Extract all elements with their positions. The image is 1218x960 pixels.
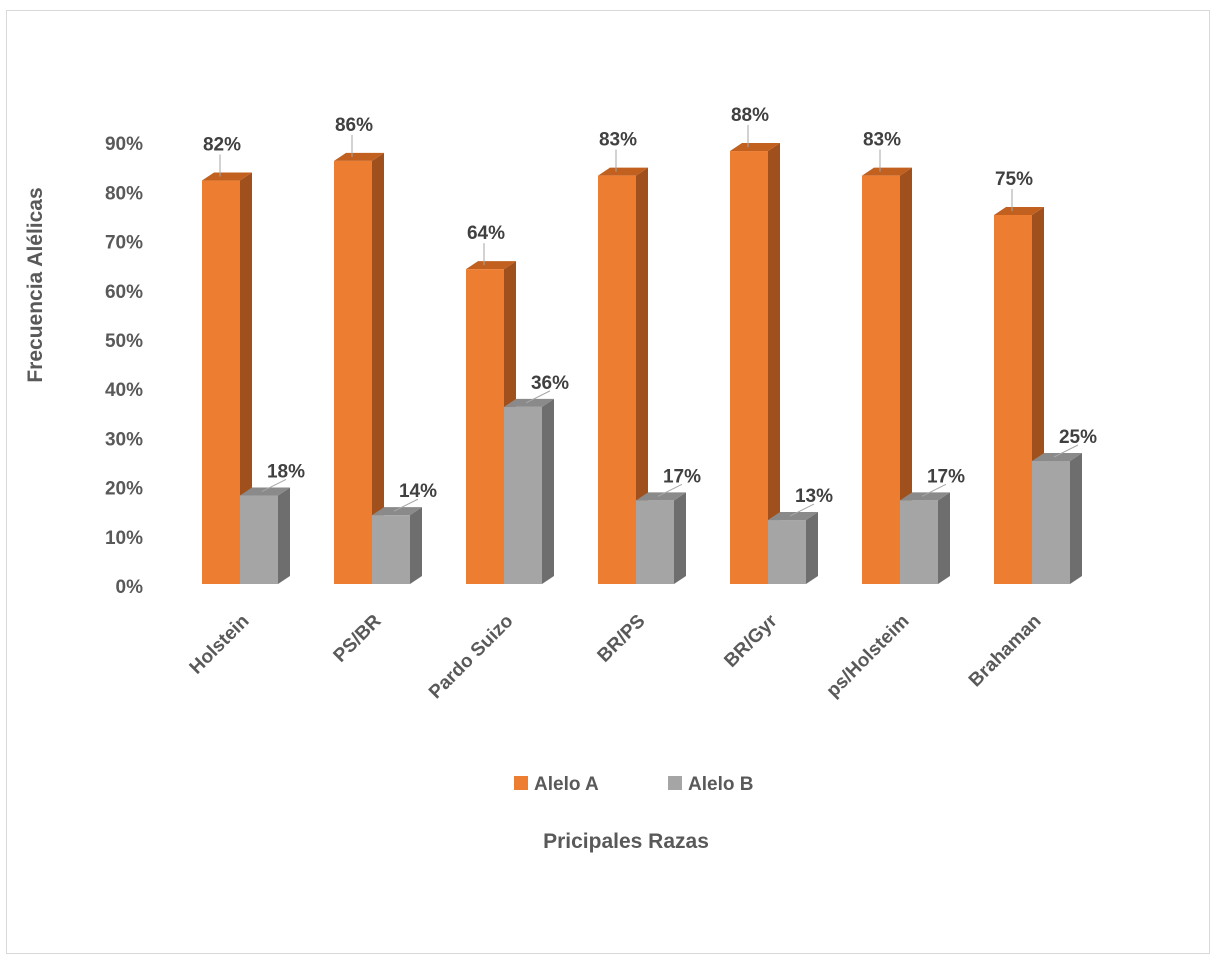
data-label: 83% — [599, 130, 637, 151]
bar — [504, 406, 542, 584]
leader-line — [525, 390, 551, 404]
legend-swatch — [514, 776, 528, 790]
bar — [334, 160, 372, 584]
y-tick-label: 40% — [105, 380, 143, 401]
x-category-label: Holstein — [186, 611, 254, 679]
bar — [598, 175, 636, 584]
y-tick-label: 60% — [105, 282, 143, 303]
bar-side — [674, 492, 686, 584]
bar-top — [900, 492, 950, 501]
bar — [636, 500, 674, 584]
y-tick-label: 10% — [105, 528, 143, 549]
x-axis-title: Pricipales Razas — [543, 830, 709, 853]
y-tick-label: 70% — [105, 233, 143, 254]
y-tick-label: 80% — [105, 183, 143, 204]
data-label: 14% — [399, 481, 437, 502]
y-tick-label: 50% — [105, 331, 143, 352]
bar-side — [938, 492, 950, 584]
bars — [202, 143, 1082, 585]
data-label: 17% — [663, 466, 701, 487]
legend-label: Alelo B — [688, 774, 753, 795]
data-label: 13% — [795, 486, 833, 507]
bar-top — [240, 487, 290, 496]
bar-top — [372, 507, 422, 516]
bar-side — [278, 487, 290, 584]
y-axis-ticks: 0% 10% 20% 30% 40% 50% 60% 70% 80% 90% — [105, 134, 143, 598]
y-tick-label: 0% — [116, 577, 144, 598]
legend-swatch — [668, 776, 682, 790]
bar-side — [240, 172, 252, 584]
x-category-label: BR/PS — [594, 611, 650, 667]
leader-line — [261, 478, 287, 492]
bar-side — [768, 143, 780, 585]
bar — [466, 269, 504, 584]
bar-top — [598, 167, 648, 176]
bar-top — [466, 261, 516, 270]
bar — [372, 515, 410, 584]
bar-top — [768, 512, 818, 521]
bar — [240, 495, 278, 584]
y-tick-label: 90% — [105, 134, 143, 155]
data-label: 18% — [267, 461, 305, 482]
leader-line — [921, 483, 947, 497]
bar-top — [504, 398, 554, 407]
bar — [768, 520, 806, 584]
bar-side — [900, 167, 912, 584]
legend-label: Alelo A — [534, 774, 599, 795]
bar-side — [410, 507, 422, 584]
bar-top — [636, 492, 686, 501]
data-label: 75% — [995, 169, 1033, 190]
data-label: 36% — [531, 373, 569, 394]
x-axis-categories: Holstein PS/BR Pardo Suizo BR/PS BR/Gyr ps/Ho… — [186, 610, 1046, 703]
leader-line — [393, 498, 419, 512]
data-label: 83% — [863, 130, 901, 151]
bar — [994, 215, 1032, 584]
bar-top — [730, 143, 780, 152]
bar — [862, 175, 900, 584]
bar-side — [542, 398, 554, 584]
bar — [202, 180, 240, 584]
x-category-label: Brahaman — [965, 611, 1046, 692]
legend: Alelo A Alelo B — [514, 774, 753, 795]
data-labels: 82% 18% 86% 14% 64% 36% 83% 17% 88% 13% 83% 17% 75% 2… — [203, 105, 1097, 517]
leader-line — [789, 503, 815, 517]
bar — [1032, 461, 1070, 584]
data-label: 25% — [1059, 427, 1097, 448]
x-category-label: PS/BR — [330, 610, 386, 666]
bar-side — [806, 512, 818, 584]
bar-side — [372, 152, 384, 584]
bar-top — [994, 207, 1044, 215]
bar-top — [334, 152, 384, 161]
y-tick-label: 30% — [105, 429, 143, 450]
leader-line — [1053, 444, 1079, 458]
bar-top — [202, 172, 252, 181]
bar-side — [1070, 453, 1082, 584]
bar — [900, 500, 938, 584]
data-label: 86% — [335, 115, 373, 136]
data-label: 17% — [927, 466, 965, 487]
x-category-label: BR/Gyr — [720, 610, 782, 672]
bar-top — [1032, 453, 1082, 461]
leader-line — [657, 483, 683, 497]
data-label: 82% — [203, 135, 241, 156]
y-tick-label: 20% — [105, 479, 143, 500]
x-category-label: ps/Holsteim — [823, 611, 914, 702]
data-label: 64% — [467, 223, 505, 244]
bar — [730, 151, 768, 585]
y-axis-title: Frecuencia Alélicas — [24, 187, 47, 382]
bar-side — [636, 167, 648, 584]
x-category-label: Pardo Suizo — [425, 611, 517, 703]
bar-top — [862, 167, 912, 176]
data-label: 88% — [731, 105, 769, 126]
